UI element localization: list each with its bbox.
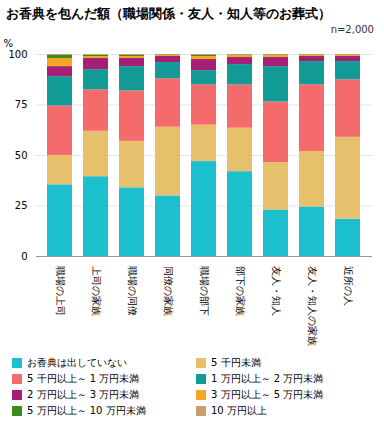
- svg-text:友人・知人: 友人・知人: [271, 266, 282, 316]
- svg-text:50: 50: [15, 150, 28, 161]
- svg-text:%: %: [4, 38, 14, 49]
- html-text:n=2,000: n=2,000: [330, 24, 374, 35]
- svg-text:100: 100: [8, 49, 27, 60]
- svg-text:部下の家族: 部下の家族: [235, 266, 246, 316]
- svg-text:75: 75: [15, 99, 28, 110]
- svg-text:職場の上司: 職場の上司: [55, 266, 66, 316]
- svg-text:近所の人: 近所の人: [343, 266, 354, 306]
- html-text:10 万円以上: 10 万円以上: [211, 405, 267, 416]
- html-text:お香典を包んだ額（職場関係・友人・知人等のお葬式）: お香典を包んだ額（職場関係・友人・知人等のお葬式）: [6, 6, 331, 21]
- svg-text:0: 0: [21, 251, 27, 262]
- html-text:3 万円以上～ 5 万円未満: 3 万円以上～ 5 万円未満: [211, 389, 324, 400]
- html-text:2 万円以上～ 3 万円未満: 2 万円以上～ 3 万円未満: [27, 389, 140, 400]
- svg-text:25: 25: [15, 200, 28, 211]
- svg-text:友人・知人の家族: 友人・知人の家族: [307, 266, 318, 346]
- html-text:5 千円以上～ 1 万円未満: 5 千円以上～ 1 万円未満: [27, 373, 140, 384]
- html-text:お香典は出していない: お香典は出していない: [27, 357, 127, 368]
- html-text:5 万円以上～ 10 万円未満: 5 万円以上～ 10 万円未満: [27, 405, 146, 416]
- html-text:1 万円以上～ 2 万円未満: 1 万円以上～ 2 万円未満: [211, 373, 324, 384]
- html-text:5 千円未満: 5 千円未満: [211, 357, 261, 368]
- svg-text:職場の同僚: 職場の同僚: [127, 266, 138, 316]
- svg-text:上司の家族: 上司の家族: [91, 266, 102, 316]
- svg-text:職場の部下: 職場の部下: [199, 266, 210, 316]
- svg-text:同僚の家族: 同僚の家族: [163, 266, 174, 316]
